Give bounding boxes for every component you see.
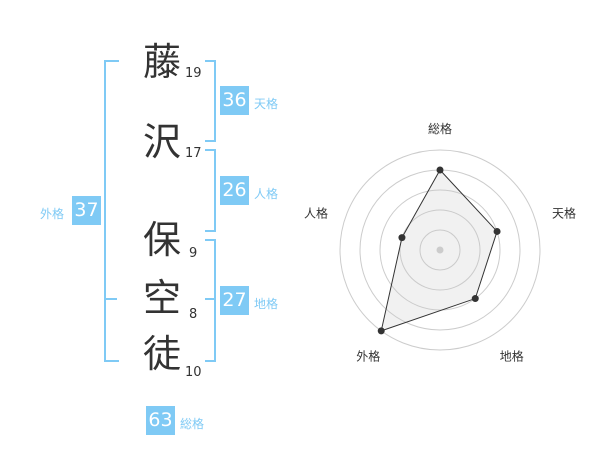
tenkaku-label: 天格 [254,97,279,111]
name-char: 藤 [142,40,181,84]
chikaku-label: 地格 [254,297,279,311]
axis-label: 人格 [304,205,328,220]
jinkaku-value: 26 [220,176,249,205]
axis-label: 外格 [356,349,380,364]
gaikaku-label: 外格 [40,207,65,221]
data-point [377,327,385,335]
grid-ring [379,189,501,311]
stroke-count: 19 [185,66,202,81]
name-char: 保 [142,218,181,262]
bracket-tick [106,298,117,300]
grid-ring [419,229,461,271]
jinkaku-bracket [205,149,216,232]
name-char: 空 [142,276,181,320]
tenkaku-bracket [205,60,216,142]
name-char: 沢 [142,120,181,164]
chikaku-value: 27 [220,286,249,315]
stroke-count: 10 [185,365,202,380]
soukaku-label: 総格 [180,417,205,431]
tenkaku-value: 36 [220,86,249,115]
chikaku-bracket [205,239,216,362]
grid-ring [339,149,541,351]
axis-label: 地格 [500,349,524,364]
jinkaku-label: 人格 [254,187,279,201]
stroke-count: 9 [189,246,198,261]
data-point [471,295,479,303]
data-point [493,227,501,235]
grid-ring [399,209,481,291]
radar-center [436,246,444,254]
axis-label: 天格 [552,205,576,220]
data-point [398,234,406,242]
stroke-count: 8 [189,307,198,322]
stroke-count: 17 [185,146,202,161]
soukaku-value: 63 [146,406,175,435]
gaikaku-bracket [104,60,119,362]
data-point [436,166,444,174]
gaikaku-value: 37 [72,196,101,225]
axis-label: 総格 [428,121,452,136]
bracket-tick [205,298,215,300]
name-char: 徒 [142,332,181,376]
